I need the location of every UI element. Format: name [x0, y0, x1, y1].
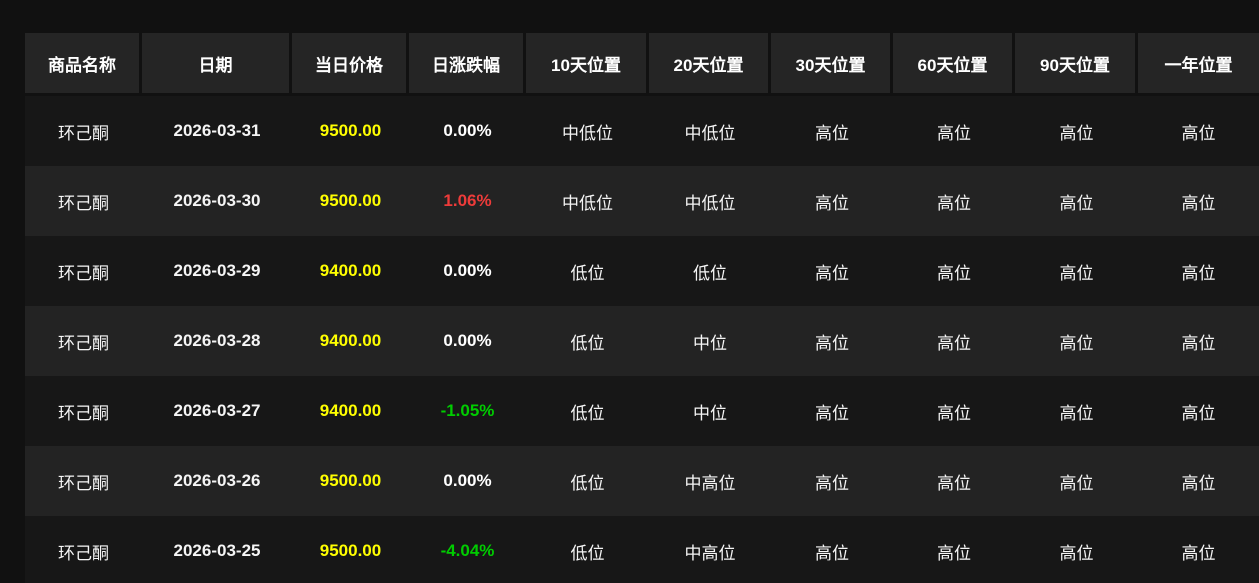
cell-date: 2026-03-30: [173, 191, 261, 210]
column-header-pos365: 一年位置: [1138, 33, 1259, 96]
cell-pos20: 中低位: [684, 193, 736, 213]
cell-change: 0.00%: [443, 121, 492, 140]
cell-pos30: 高位: [815, 543, 849, 563]
column-header-price: 当日价格: [292, 33, 409, 96]
cell-pos60: 高位: [937, 193, 971, 213]
cell-pos90: 高位: [1059, 403, 1094, 423]
cell-pos30: 高位: [815, 333, 849, 353]
column-header-pos60: 60天位置: [893, 33, 1015, 96]
cell-price: 9500.00: [319, 471, 382, 490]
cell-pos20: 中位: [693, 403, 727, 423]
cell-name: 环己酮: [58, 333, 109, 353]
table-row: 环己酮 2026-03-27 9400.00 -1.05% 低位 中位 高位 高位 高位 高位: [25, 376, 1259, 446]
cell-price: 9500.00: [319, 191, 382, 210]
cell-date: 2026-03-29: [173, 261, 261, 280]
cell-pos20: 中高位: [684, 473, 736, 493]
cell-pos365: 高位: [1181, 263, 1216, 283]
column-header-date: 日期: [142, 33, 292, 96]
column-header-pos30: 30天位置: [771, 33, 893, 96]
cell-pos365: 高位: [1181, 333, 1216, 353]
cell-pos90: 高位: [1059, 123, 1094, 143]
cell-pos365: 高位: [1181, 473, 1216, 493]
cell-pos10: 中低位: [562, 193, 613, 213]
table-row: 环己酮 2026-03-29 9400.00 0.00% 低位 低位 高位 高位 高位 高位: [25, 236, 1259, 306]
cell-pos90: 高位: [1059, 543, 1094, 563]
cell-pos10: 低位: [570, 473, 605, 493]
cell-pos90: 高位: [1059, 473, 1094, 493]
cell-pos60: 高位: [937, 473, 971, 493]
cell-pos90: 高位: [1059, 193, 1094, 213]
cell-change: -1.05%: [440, 401, 495, 420]
cell-pos10: 中低位: [562, 123, 613, 143]
cell-pos30: 高位: [815, 123, 849, 143]
cell-pos90: 高位: [1059, 333, 1094, 353]
cell-pos60: 高位: [937, 403, 971, 423]
cell-pos20: 中位: [693, 333, 727, 353]
cell-name: 环己酮: [58, 543, 109, 563]
column-header-pos10: 10天位置: [526, 33, 649, 96]
cell-pos365: 高位: [1181, 193, 1216, 213]
cell-date: 2026-03-28: [173, 331, 261, 350]
cell-date: 2026-03-25: [173, 541, 261, 560]
cell-pos30: 高位: [815, 473, 849, 493]
cell-pos30: 高位: [815, 403, 849, 423]
cell-date: 2026-03-26: [173, 471, 261, 490]
header-row: 商品名称 日期 当日价格 日涨跌幅 10天位置 20天位置 30天位置 60天位置 90天位置一…: [25, 33, 1259, 96]
cell-change: -4.04%: [440, 541, 495, 560]
cell-name: 环己酮: [58, 473, 109, 493]
table-row: 环己酮 2026-03-31 9500.00 0.00% 中低位 中低位 高位 高位 高位 高位: [25, 96, 1259, 166]
column-header-pos90: 90天位置: [1015, 33, 1138, 96]
cell-pos365: 高位: [1181, 123, 1216, 143]
table-row: 环己酮 2026-03-26 9500.00 0.00% 低位 中高位 高位 高位 高位 高位: [25, 446, 1259, 516]
cell-price: 9500.00: [319, 541, 382, 560]
table-row: 环己酮 2026-03-28 9400.00 0.00% 低位 中位 高位 高位 高位 高位: [25, 306, 1259, 376]
cell-pos60: 高位: [937, 263, 971, 283]
cell-change: 1.06%: [443, 191, 492, 210]
table-body: 环己酮 2026-03-31 9500.00 0.00% 中低位 中低位 高位 高位 高位 高位环…: [25, 96, 1259, 583]
cell-pos20: 中低位: [684, 123, 736, 143]
column-header-name: 商品名称: [25, 33, 142, 96]
cell-pos90: 高位: [1059, 263, 1094, 283]
cell-name: 环己酮: [58, 193, 109, 213]
cell-pos20: 中高位: [684, 543, 736, 563]
cell-price: 9400.00: [319, 401, 382, 420]
cell-price: 9400.00: [319, 261, 382, 280]
cell-pos10: 低位: [570, 403, 605, 423]
cell-pos30: 高位: [815, 263, 849, 283]
cell-name: 环己酮: [58, 123, 109, 143]
cell-pos60: 高位: [937, 333, 971, 353]
cell-pos30: 高位: [815, 193, 849, 213]
column-header-pos20: 20天位置: [649, 33, 771, 96]
cell-name: 环己酮: [58, 403, 109, 423]
cell-pos10: 低位: [570, 333, 605, 353]
cell-change: 0.00%: [443, 471, 492, 490]
cell-pos20: 低位: [693, 263, 727, 283]
cell-date: 2026-03-31: [173, 121, 261, 140]
column-header-change: 日涨跌幅: [409, 33, 526, 96]
cell-pos365: 高位: [1181, 543, 1216, 563]
cell-pos60: 高位: [937, 543, 971, 563]
cell-name: 环己酮: [58, 263, 109, 283]
table-row: 环己酮 2026-03-25 9500.00 -4.04% 低位 中高位 高位 高位 高位 高位: [25, 516, 1259, 583]
price-position-table: 商品名称 日期 当日价格 日涨跌幅 10天位置 20天位置 30天位置 60天位置 90天位置一…: [25, 33, 1259, 583]
cell-pos10: 低位: [570, 263, 605, 283]
cell-pos365: 高位: [1181, 403, 1216, 423]
cell-price: 9500.00: [319, 121, 382, 140]
cell-date: 2026-03-27: [173, 401, 261, 420]
table-row: 环己酮 2026-03-30 9500.00 1.06% 中低位 中低位 高位 高位 高位 高位: [25, 166, 1259, 236]
cell-change: 0.00%: [443, 261, 492, 280]
cell-pos10: 低位: [570, 543, 605, 563]
cell-price: 9400.00: [319, 331, 382, 350]
cell-change: 0.00%: [443, 331, 492, 350]
cell-pos60: 高位: [937, 123, 971, 143]
